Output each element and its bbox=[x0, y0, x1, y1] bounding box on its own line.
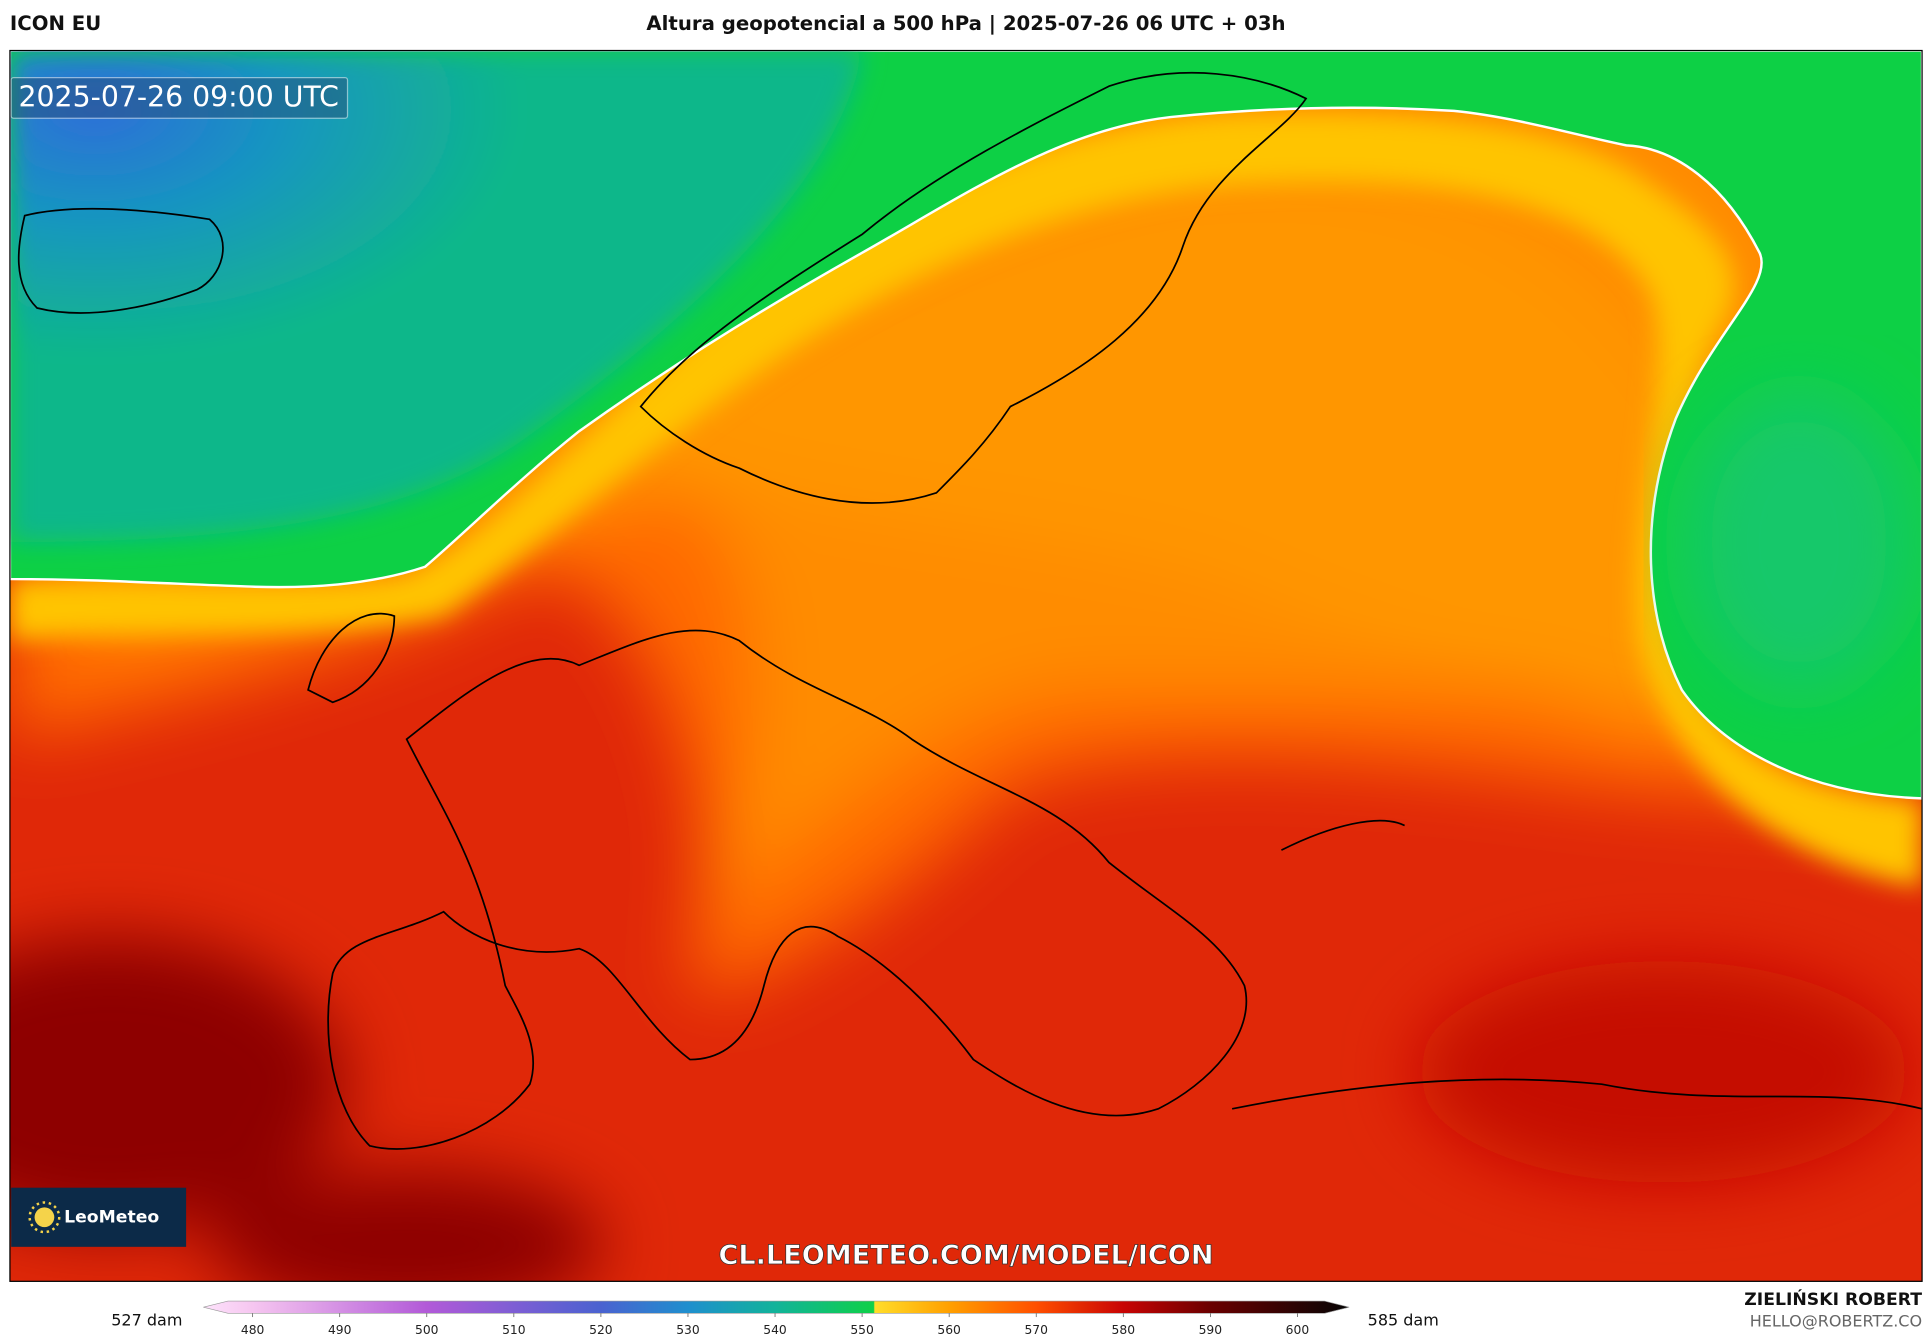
colorbar-tick-label: 530 bbox=[676, 1323, 700, 1337]
watermark: CL.LEOMETEO.COM/MODEL/ICON bbox=[718, 1240, 1213, 1271]
map-frame bbox=[9, 49, 1923, 1282]
coastlines bbox=[17, 71, 1923, 1150]
colorbar-max-label: 585 dam bbox=[1368, 1310, 1439, 1329]
geopotential-field bbox=[9, 50, 1923, 1282]
logo-sun bbox=[34, 1207, 55, 1228]
valid-time: 2025-07-26 09:00 UTC bbox=[19, 81, 339, 114]
colorbar-tick-label: 550 bbox=[850, 1323, 874, 1337]
colorbar-tick-label: 570 bbox=[1024, 1323, 1048, 1337]
author: ZIELIŃSKI ROBERT bbox=[1744, 1288, 1922, 1310]
time-box bbox=[10, 77, 349, 119]
map-title: Altura geopotencial a 500 hPa | 2025-07-… bbox=[646, 12, 1285, 35]
colorbar-min-label: 527 dam bbox=[111, 1310, 182, 1329]
colorbar-tick-label: 590 bbox=[1199, 1323, 1223, 1337]
logo-text: LeoMeteo bbox=[64, 1207, 159, 1227]
model-name: ICON EU bbox=[10, 12, 101, 35]
colorbar-tick-label: 480 bbox=[241, 1323, 265, 1337]
colorbar bbox=[203, 1300, 1350, 1314]
colorbar-tick-label: 510 bbox=[502, 1323, 526, 1337]
logo-rays bbox=[28, 1201, 61, 1234]
colorbar-tick-label: 500 bbox=[415, 1323, 439, 1337]
colorbar-tick-label: 560 bbox=[937, 1323, 961, 1337]
contact: HELLO@ROBERTZ.CO bbox=[1750, 1311, 1922, 1330]
colorbar-ticks: 480 490 500 510 520 530 540 550 560 570 580 590 600 bbox=[241, 1313, 1309, 1337]
colorbar-tick-label: 520 bbox=[589, 1323, 613, 1337]
colorbar-tick-label: 540 bbox=[763, 1323, 787, 1337]
colorbar-tick-label: 580 bbox=[1112, 1323, 1136, 1337]
colorbar-tick-label: 490 bbox=[328, 1323, 352, 1337]
colorbar-tick-label: 600 bbox=[1286, 1323, 1310, 1337]
